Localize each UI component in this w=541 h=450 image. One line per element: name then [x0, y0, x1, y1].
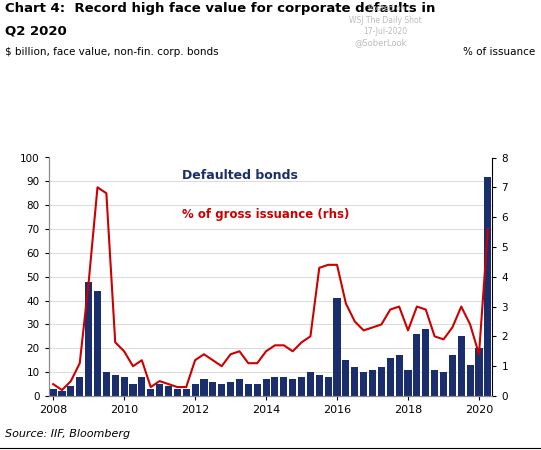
Text: Chart 4:  Record high face value for corporate defaults in: Chart 4: Record high face value for corp… [5, 2, 436, 15]
Bar [245, 384, 252, 396]
Text: WSJ The Daily Shot: WSJ The Daily Shot [349, 16, 421, 25]
Bar [58, 391, 65, 396]
Bar [121, 377, 128, 396]
Bar [147, 389, 154, 396]
Bar [280, 377, 287, 396]
Bar [476, 348, 483, 396]
Bar [165, 387, 172, 396]
Bar [129, 384, 136, 396]
Text: 17-Jul-2020: 17-Jul-2020 [364, 27, 408, 36]
Text: Q2 2020: Q2 2020 [5, 25, 67, 38]
Bar [405, 370, 412, 396]
Bar [174, 389, 181, 396]
Bar [369, 370, 376, 396]
Bar [209, 382, 216, 396]
Bar [307, 372, 314, 396]
Bar [67, 387, 75, 396]
Text: Source: IIF, Bloomberg: Source: IIF, Bloomberg [5, 429, 130, 439]
Bar [360, 372, 367, 396]
Bar [395, 356, 403, 396]
Bar [262, 379, 269, 396]
Bar [413, 334, 420, 396]
Bar [484, 176, 491, 396]
Bar [192, 384, 199, 396]
Bar [458, 337, 465, 396]
Text: Posted on: Posted on [368, 4, 405, 13]
Bar [111, 374, 119, 396]
Bar [431, 370, 438, 396]
Bar [85, 282, 92, 396]
Bar [387, 358, 394, 396]
Bar [236, 379, 243, 396]
Bar [218, 384, 225, 396]
Bar [103, 372, 110, 396]
Bar [76, 377, 83, 396]
Bar [289, 379, 296, 396]
Bar [200, 379, 208, 396]
Bar [378, 367, 385, 396]
Bar [272, 377, 279, 396]
Bar [325, 377, 332, 396]
Bar [316, 374, 323, 396]
Bar [138, 377, 146, 396]
Bar [254, 384, 261, 396]
Bar [440, 372, 447, 396]
Text: % of gross issuance (rhs): % of gross issuance (rhs) [182, 207, 349, 220]
Text: % of issuance: % of issuance [463, 47, 536, 57]
Bar [333, 298, 341, 396]
Bar [342, 360, 349, 396]
Bar [227, 382, 234, 396]
Bar [50, 389, 57, 396]
Bar [422, 329, 430, 396]
Bar [466, 365, 474, 396]
Bar [298, 377, 305, 396]
Text: @SoberLook: @SoberLook [354, 38, 407, 47]
Bar [351, 367, 358, 396]
Bar [449, 356, 456, 396]
Bar [183, 389, 190, 396]
Bar [94, 291, 101, 396]
Text: $ billion, face value, non-fin. corp. bonds: $ billion, face value, non-fin. corp. bo… [5, 47, 219, 57]
Bar [156, 384, 163, 396]
Text: Defaulted bonds: Defaulted bonds [182, 170, 298, 182]
